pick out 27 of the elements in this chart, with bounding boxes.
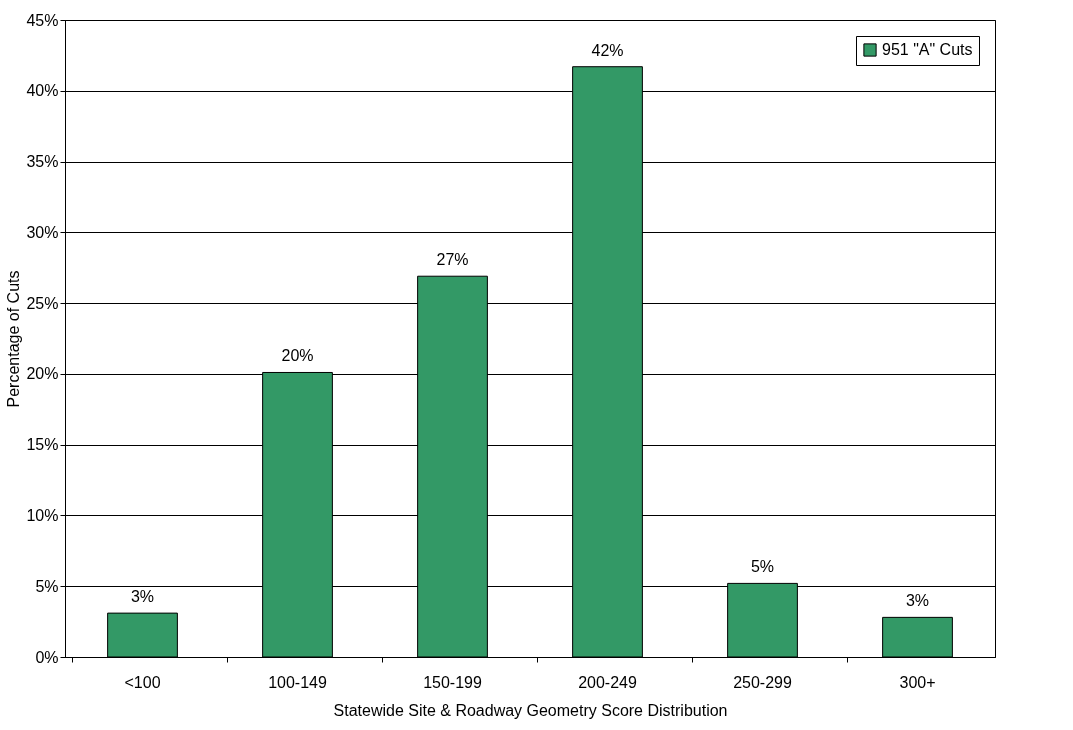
bar <box>882 616 953 658</box>
y-tick-label: 45% <box>26 11 59 29</box>
x-tick-label: 100-149 <box>268 673 327 691</box>
y-tick-label: 0% <box>35 648 59 666</box>
data-label: 20% <box>281 347 314 365</box>
y-tick-label: 5% <box>35 577 59 595</box>
y-tick-label: 20% <box>26 365 59 383</box>
x-tick-label: 250-299 <box>733 673 792 691</box>
bar <box>107 612 178 658</box>
y-axis-title: Percentage of Cuts <box>5 270 23 408</box>
x-tick-label: 200-249 <box>578 673 637 691</box>
y-tick-label: 10% <box>26 506 59 524</box>
y-tick-label: 40% <box>26 82 59 100</box>
x-tick-label: 300+ <box>899 673 936 691</box>
data-label: 27% <box>436 251 469 269</box>
y-tick-label: 25% <box>26 294 59 312</box>
x-axis-title: Statewide Site & Roadway Geometry Score Distribution <box>333 701 728 719</box>
y-tick-label: 15% <box>26 436 59 454</box>
data-label: 5% <box>750 558 775 576</box>
data-label: 3% <box>130 588 155 606</box>
x-tick-label: <100 <box>124 673 161 691</box>
data-label: 42% <box>591 41 624 59</box>
legend-label: 951 "A" Cuts <box>882 41 973 58</box>
y-tick-label: 30% <box>26 223 59 241</box>
y-tick-label: 35% <box>26 153 59 171</box>
x-tick-label: 150-199 <box>423 673 482 691</box>
data-label: 3% <box>905 592 930 610</box>
